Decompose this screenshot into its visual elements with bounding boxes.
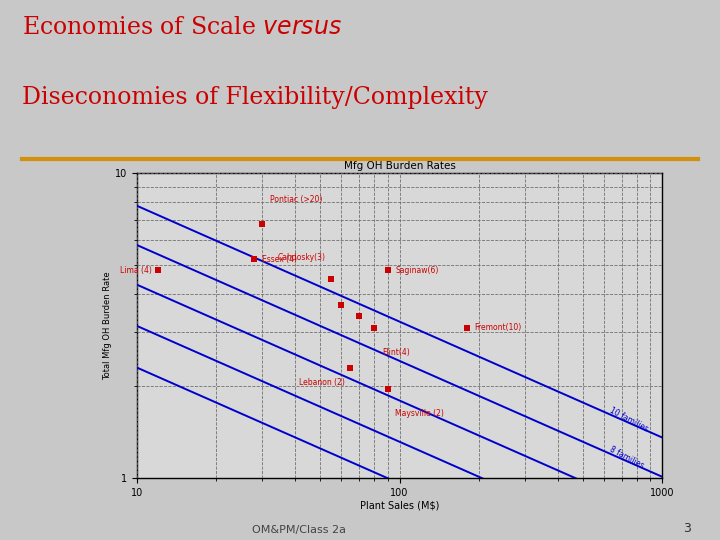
X-axis label: Plant Sales (M$): Plant Sales (M$) <box>360 501 439 510</box>
Text: OM&PM/Class 2a: OM&PM/Class 2a <box>252 524 346 535</box>
Text: Maysville (2): Maysville (2) <box>395 409 444 418</box>
Text: 8 families: 8 families <box>608 445 645 470</box>
Text: Lebanon (2): Lebanon (2) <box>300 379 345 387</box>
Text: Diseconomies of Flexibility/Complexity: Diseconomies of Flexibility/Complexity <box>22 86 487 110</box>
Text: Fremont(10): Fremont(10) <box>474 323 522 333</box>
Text: Lima (4): Lima (4) <box>120 266 153 274</box>
Title: Mfg OH Burden Rates: Mfg OH Burden Rates <box>343 160 456 171</box>
Text: Pontiac (>20): Pontiac (>20) <box>270 195 323 204</box>
Text: Cahdosky(3): Cahdosky(3) <box>278 253 326 262</box>
Text: 10 families: 10 families <box>608 406 649 434</box>
Text: Economies of Scale $\it{versus}$: Economies of Scale $\it{versus}$ <box>22 16 342 39</box>
Text: 3: 3 <box>683 522 691 535</box>
Y-axis label: Total Mfg OH Burden Rate: Total Mfg OH Burden Rate <box>103 271 112 380</box>
Text: Flint(4): Flint(4) <box>382 348 410 357</box>
Text: Saginaw(6): Saginaw(6) <box>395 266 438 274</box>
Text: Essex (4): Essex (4) <box>262 255 297 264</box>
